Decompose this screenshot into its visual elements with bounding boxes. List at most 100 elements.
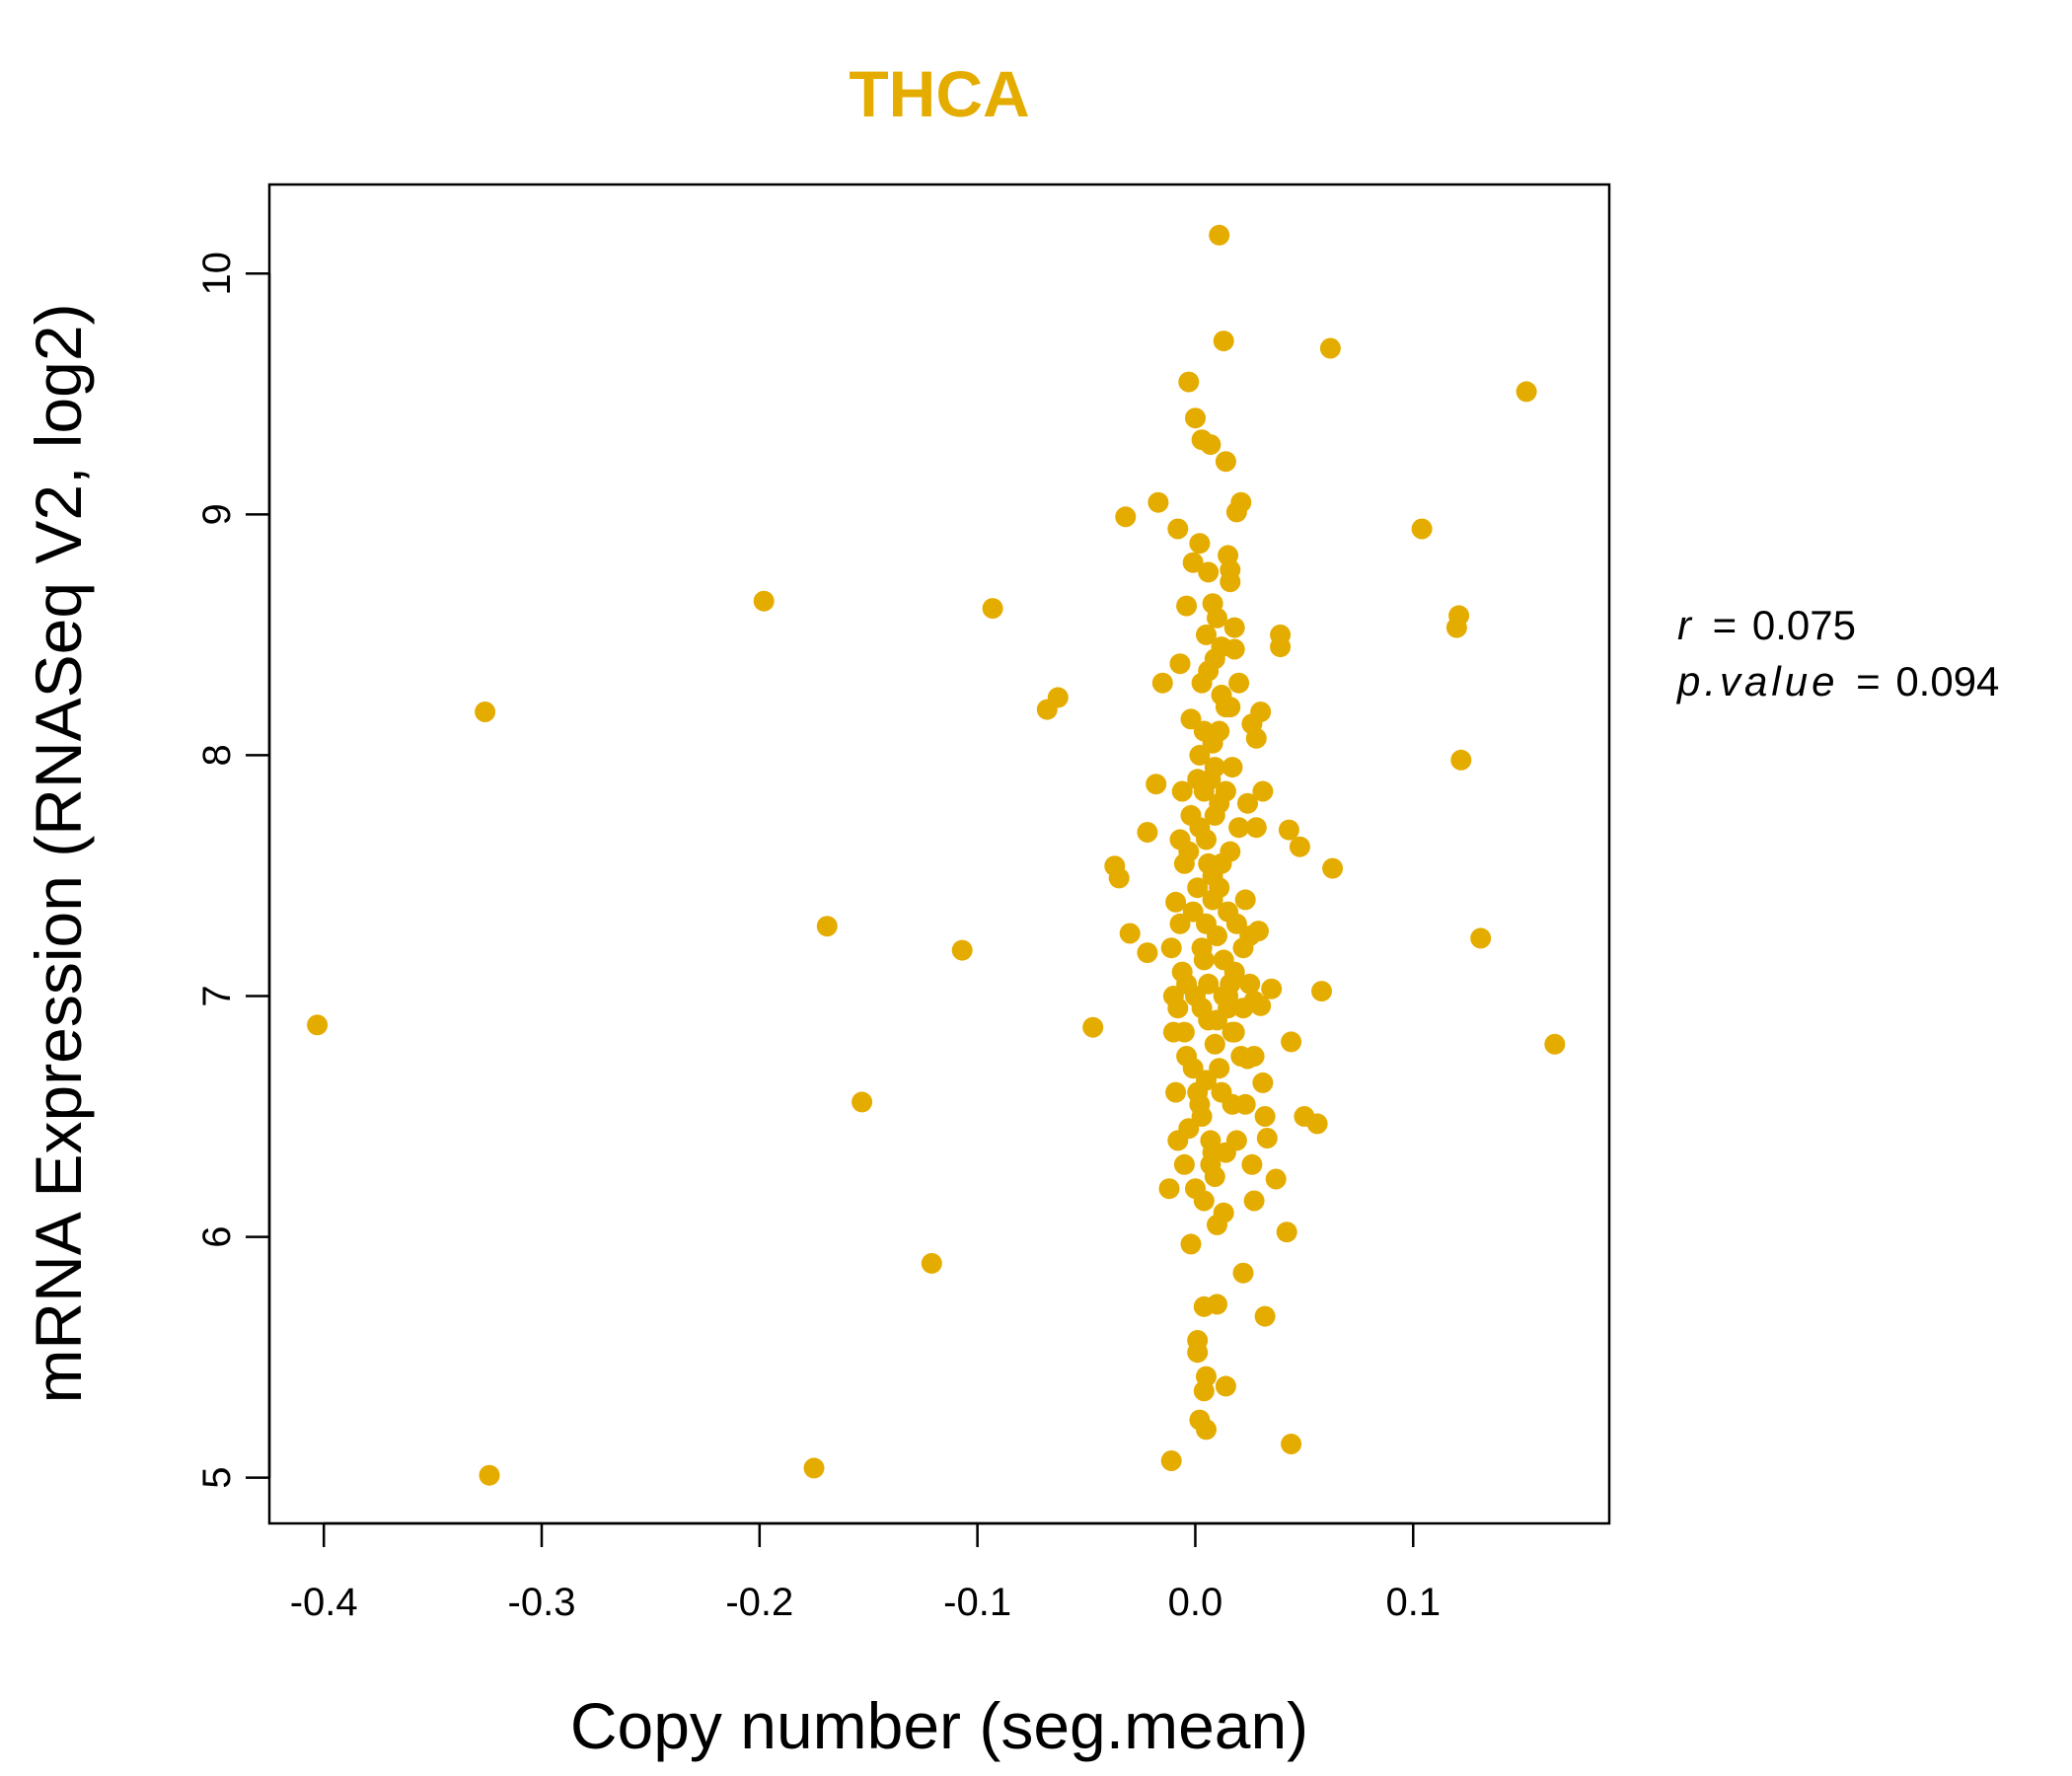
x-tick-label-1: -0.3 [508, 1581, 576, 1624]
data-point-164 [1234, 889, 1256, 911]
data-point-117 [1228, 817, 1250, 839]
data-point-69 [1254, 1106, 1276, 1127]
data-point-5 [816, 916, 838, 937]
data-point-29 [1178, 371, 1200, 393]
data-point-9 [982, 598, 1003, 620]
x-axis: -0.4 -0.3 -0.2 -0.1 0.0 0.1 [290, 1521, 1441, 1624]
data-point-32 [1185, 407, 1206, 429]
x-tick-label-0: -0.4 [290, 1581, 358, 1624]
data-point-3 [753, 590, 775, 612]
data-point-170 [1193, 780, 1215, 802]
data-point-91 [1544, 1033, 1566, 1055]
data-point-30 [1180, 1233, 1202, 1255]
data-point-151 [1220, 841, 1241, 862]
data-point-159 [1223, 961, 1245, 983]
data-point-85 [1411, 518, 1433, 540]
p-stat: p.value = 0.094 [1675, 658, 1999, 704]
data-points [307, 224, 1566, 1486]
data-point-72 [1265, 1168, 1287, 1190]
x-axis-title: Copy number (seg.mean) [570, 1689, 1308, 1762]
data-point-2 [479, 1464, 500, 1486]
data-point-177 [1245, 817, 1267, 839]
p-value: 0.094 [1895, 658, 1999, 704]
chart-title: THCA [849, 57, 1029, 130]
data-point-167 [1202, 1142, 1223, 1163]
r-label: r [1677, 602, 1695, 648]
data-point-178 [1234, 1093, 1256, 1115]
data-point-183 [1165, 1081, 1187, 1103]
data-point-156 [1176, 973, 1198, 995]
data-point-172 [1228, 672, 1250, 694]
data-point-157 [1207, 1009, 1227, 1031]
plot-frame [267, 183, 1611, 1525]
y-axis-title: mRNA Expression (RNASeq V2, log2) [22, 303, 95, 1403]
data-point-163 [1198, 852, 1220, 874]
data-point-17 [1137, 822, 1158, 843]
data-point-162 [1213, 1202, 1234, 1223]
r-value: 0.075 [1752, 602, 1856, 648]
data-point-8 [951, 939, 973, 961]
data-point-4 [803, 1457, 825, 1479]
data-point-50 [1215, 1375, 1236, 1397]
data-point-66 [1252, 780, 1274, 802]
data-point-20 [1147, 491, 1169, 513]
data-point-119 [1182, 901, 1204, 923]
data-point-190 [1191, 672, 1213, 694]
data-point-148 [1171, 780, 1193, 802]
data-point-173 [1239, 925, 1261, 946]
data-point-53 [1220, 559, 1241, 580]
data-point-165 [1189, 1093, 1211, 1115]
data-point-144 [1211, 1081, 1232, 1103]
data-point-57 [1230, 491, 1252, 513]
data-point-74 [1270, 624, 1292, 645]
x-tick-label-2: -0.2 [725, 1581, 793, 1624]
data-point-188 [1196, 624, 1217, 645]
data-point-43 [1200, 434, 1221, 456]
data-point-88 [1450, 749, 1472, 771]
data-point-168 [1169, 829, 1191, 851]
data-point-182 [1162, 986, 1184, 1006]
data-point-89 [1470, 927, 1492, 949]
data-point-42 [1198, 561, 1220, 583]
data-point-26 [1169, 653, 1191, 675]
data-point-49 [1215, 451, 1236, 473]
data-point-87 [1448, 605, 1470, 627]
data-point-78 [1281, 1434, 1302, 1454]
data-point-133 [1196, 1070, 1217, 1091]
data-point-171 [1221, 1021, 1243, 1043]
data-point-179 [1239, 973, 1261, 995]
data-point-68 [1254, 1305, 1276, 1327]
data-point-158 [1196, 913, 1217, 934]
data-point-14 [1108, 867, 1130, 889]
data-point-65 [1250, 995, 1272, 1016]
data-point-76 [1278, 819, 1299, 841]
data-point-46 [1207, 607, 1227, 629]
data-point-54 [1223, 617, 1245, 638]
data-point-27 [1173, 1153, 1195, 1175]
data-point-175 [1237, 792, 1258, 814]
data-point-161 [1182, 1058, 1204, 1079]
data-point-186 [1162, 1021, 1184, 1043]
data-point-130 [1180, 708, 1202, 730]
data-point-19 [1146, 774, 1167, 795]
y-tick-label-2: 7 [195, 985, 239, 1006]
data-point-124 [1169, 913, 1191, 934]
data-point-146 [1225, 1130, 1247, 1151]
data-point-16 [1119, 923, 1141, 944]
data-point-0 [307, 1014, 329, 1036]
data-point-12 [1082, 1016, 1104, 1038]
data-point-31 [1182, 552, 1204, 573]
y-tick-label-3: 8 [195, 744, 239, 766]
data-point-104 [1209, 1058, 1230, 1079]
data-point-7 [921, 1252, 942, 1274]
r-stat: r = 0.075 [1677, 602, 1856, 648]
data-point-45 [1207, 1294, 1227, 1315]
y-tick-label-5: 10 [195, 252, 239, 296]
r-equals: = [1713, 602, 1738, 648]
data-point-67 [1252, 1072, 1274, 1093]
data-point-143 [1185, 1178, 1206, 1200]
data-point-18 [1137, 942, 1158, 964]
data-point-142 [1218, 901, 1239, 923]
data-point-24 [1165, 891, 1187, 913]
